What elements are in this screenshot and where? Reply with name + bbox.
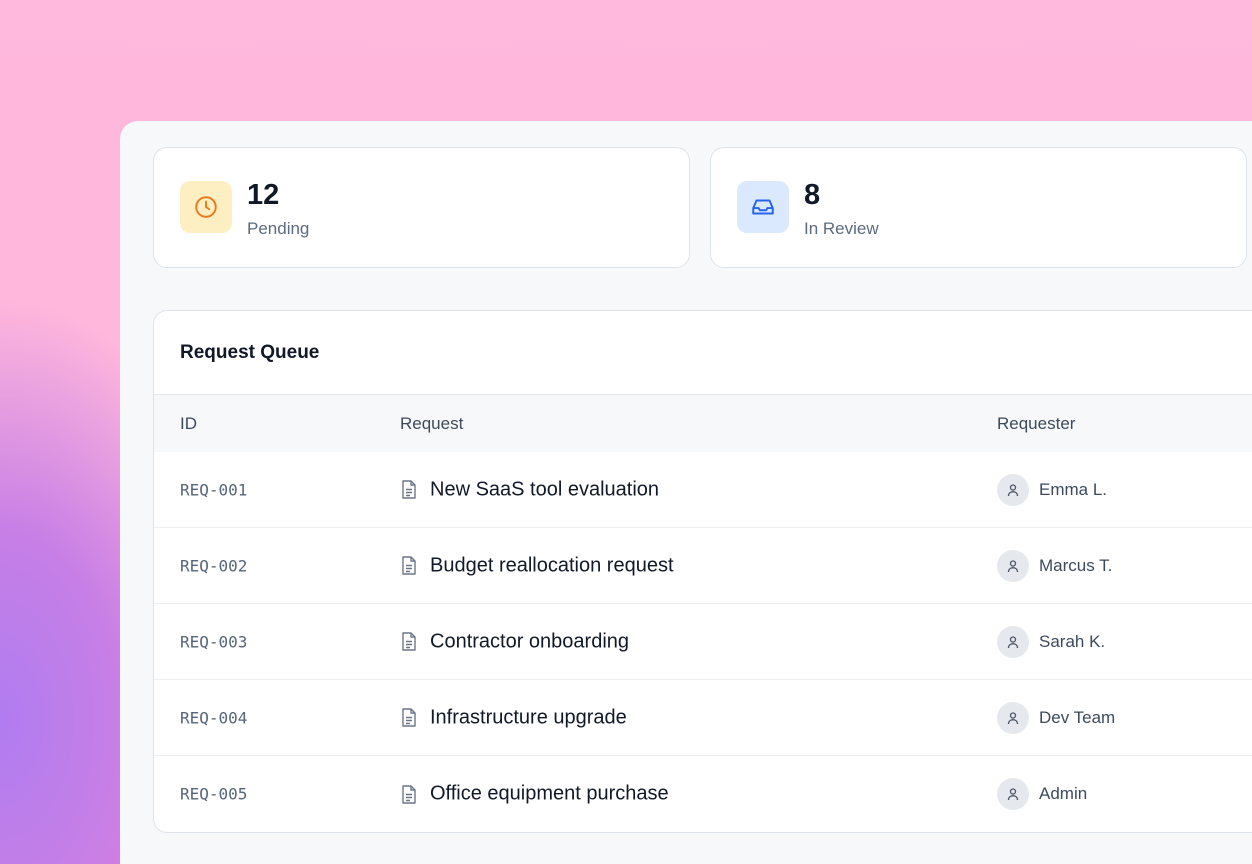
request-title: Office equipment purchase — [430, 782, 669, 805]
table-row[interactable]: REQ-004 Infrastructure upgrade Dev Team — [154, 680, 1252, 756]
stat-card-in-review[interactable]: 8 In Review — [710, 147, 1247, 268]
document-icon — [402, 784, 416, 804]
table-row[interactable]: REQ-002 Budget reallocation request Marc… — [154, 528, 1252, 604]
requester-name: Dev Team — [1039, 707, 1116, 727]
column-header-id[interactable]: ID — [180, 413, 197, 433]
document-icon — [402, 556, 416, 575]
request-id: REQ-001 — [180, 480, 248, 499]
column-header-request[interactable]: Request — [400, 413, 464, 433]
stat-value: 12 — [247, 179, 280, 211]
stat-label: In Review — [804, 219, 879, 238]
stat-value: 8 — [804, 179, 821, 211]
document-icon — [402, 480, 416, 499]
request-title: Contractor onboarding — [430, 630, 630, 652]
request-id: REQ-005 — [180, 784, 248, 804]
request-title: Budget reallocation request — [430, 554, 674, 576]
table-body: REQ-001 New SaaS tool evaluation Emma L.… — [154, 452, 1252, 832]
column-header-requester[interactable]: Requester — [997, 413, 1076, 433]
user-icon — [1007, 711, 1019, 724]
user-icon — [1007, 483, 1019, 496]
request-id: REQ-002 — [180, 556, 248, 575]
app-panel: 12 Pending 8 In Review Request Queue ID … — [120, 121, 1252, 864]
user-icon — [1007, 559, 1019, 572]
requester-name: Emma L. — [1039, 479, 1108, 499]
avatar — [997, 473, 1029, 506]
request-queue-table: Request Queue ID Request Requester REQ-0… — [153, 310, 1252, 833]
stat-label: Pending — [247, 219, 310, 238]
user-icon — [1007, 788, 1019, 801]
request-title: New SaaS tool evaluation — [430, 478, 660, 500]
table-row[interactable]: REQ-005 Office equipment purchase Admin — [154, 756, 1252, 832]
avatar — [997, 701, 1029, 734]
table-row[interactable]: REQ-001 New SaaS tool evaluation Emma L. — [154, 452, 1252, 528]
table-title: Request Queue — [154, 311, 1252, 395]
requester-name: Sarah K. — [1039, 631, 1106, 651]
requester-name: Marcus T. — [1039, 555, 1113, 575]
stat-card-pending[interactable]: 12 Pending — [153, 147, 690, 268]
avatar — [997, 549, 1029, 582]
clock-icon — [180, 181, 232, 233]
table-row[interactable]: REQ-003 Contractor onboarding Sarah K. — [154, 604, 1252, 680]
document-icon — [402, 632, 416, 651]
request-id: REQ-003 — [180, 632, 248, 651]
table-header: ID Request Requester — [154, 395, 1252, 452]
inbox-icon — [737, 181, 789, 233]
user-icon — [1007, 635, 1019, 648]
request-title: Infrastructure upgrade — [430, 706, 627, 728]
document-icon — [402, 708, 416, 727]
avatar — [997, 778, 1029, 810]
avatar — [997, 625, 1029, 658]
request-id: REQ-004 — [180, 708, 248, 727]
requester-name: Admin — [1039, 784, 1088, 803]
